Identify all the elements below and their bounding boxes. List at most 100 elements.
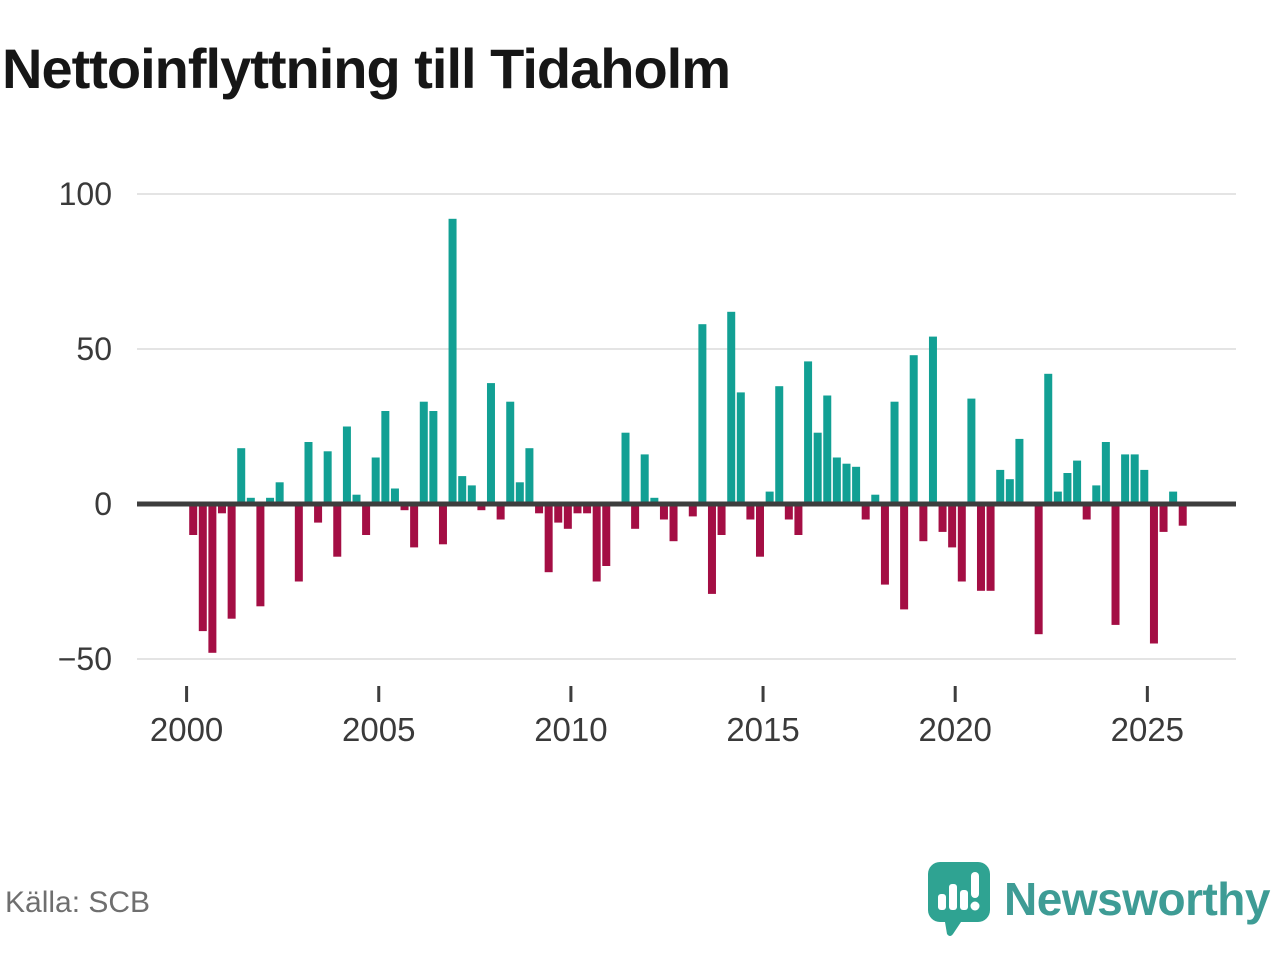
bar-2015-Q1 xyxy=(765,491,774,504)
bar-2009-Q1 xyxy=(535,504,544,514)
bar-2005-Q3 xyxy=(400,504,409,511)
bar-2007-Q4 xyxy=(486,383,495,504)
chart-title: Nettoinflyttning till Tidaholm xyxy=(2,37,731,100)
bar-2015-Q4 xyxy=(794,504,803,535)
bar-2018-Q4 xyxy=(909,355,918,504)
logo-exclamation-stem xyxy=(971,872,980,898)
bar-2019-Q2 xyxy=(928,336,937,504)
bar-2016-Q3 xyxy=(823,395,832,504)
bar-2023-Q1 xyxy=(1073,460,1082,504)
bar-2025-Q3 xyxy=(1169,491,1178,504)
bar-2001-Q1 xyxy=(227,504,236,619)
bar-2014-Q4 xyxy=(755,504,764,557)
bar-2001-Q4 xyxy=(256,504,265,607)
bar-2007-Q2 xyxy=(467,485,476,504)
bar-2010-Q1 xyxy=(573,504,582,514)
bar-2016-Q2 xyxy=(813,432,822,504)
bar-2000-Q1 xyxy=(189,504,198,535)
bar-2022-Q4 xyxy=(1063,473,1072,504)
bar-2009-Q2 xyxy=(544,504,553,573)
bar-2006-Q2 xyxy=(429,411,438,504)
x-tick-label-2010: 2010 xyxy=(534,711,607,748)
logo-bar-3 xyxy=(960,890,969,910)
newsworthy-branding: Newsworthy xyxy=(926,860,1270,938)
y-tick-label--50: −50 xyxy=(58,641,112,677)
bar-2017-Q3 xyxy=(861,504,870,520)
x-tick-label-2020: 2020 xyxy=(918,711,991,748)
bar-2008-Q4 xyxy=(525,448,534,504)
bar-2005-Q1 xyxy=(381,411,390,504)
bar-2006-Q3 xyxy=(438,504,447,545)
bar-2016-Q4 xyxy=(832,457,841,504)
bar-2001-Q2 xyxy=(237,448,246,504)
bar-2017-Q4 xyxy=(871,494,880,504)
bar-2014-Q1 xyxy=(727,311,736,504)
bar-2025-Q4 xyxy=(1178,504,1187,526)
bar-2014-Q3 xyxy=(746,504,755,520)
bar-2008-Q2 xyxy=(506,401,515,504)
bar-2012-Q3 xyxy=(669,504,678,542)
bar-2022-Q1 xyxy=(1034,504,1043,635)
bar-2013-Q2 xyxy=(698,324,707,504)
bar-2021-Q3 xyxy=(1015,438,1024,504)
bar-2009-Q3 xyxy=(554,504,563,523)
bar-2010-Q2 xyxy=(583,504,592,514)
bar-2002-Q1 xyxy=(266,497,275,504)
bar-2010-Q3 xyxy=(592,504,601,582)
bar-2005-Q2 xyxy=(390,488,399,504)
bar-2002-Q4 xyxy=(294,504,303,582)
bar-2011-Q4 xyxy=(640,454,649,504)
bar-2015-Q3 xyxy=(784,504,793,520)
logo-bar-2 xyxy=(949,884,958,910)
logo-bar-1 xyxy=(938,894,947,910)
bar-2020-Q4 xyxy=(986,504,995,591)
bar-2023-Q4 xyxy=(1101,442,1110,504)
bar-2018-Q2 xyxy=(890,401,899,504)
bar-2020-Q3 xyxy=(976,504,985,591)
bar-2011-Q2 xyxy=(621,432,630,504)
bar-2003-Q4 xyxy=(333,504,342,557)
x-tick-label-2015: 2015 xyxy=(726,711,799,748)
bar-2002-Q2 xyxy=(275,482,284,504)
bar-2004-Q4 xyxy=(371,457,380,504)
bar-2023-Q2 xyxy=(1082,504,1091,520)
bar-2021-Q1 xyxy=(996,469,1005,504)
bar-2006-Q4 xyxy=(448,218,457,505)
bar-2013-Q3 xyxy=(707,504,716,594)
bar-2011-Q3 xyxy=(631,504,640,529)
bar-2024-Q3 xyxy=(1130,454,1139,504)
bar-2024-Q2 xyxy=(1121,454,1130,504)
bar-2017-Q1 xyxy=(842,463,851,504)
bar-2005-Q4 xyxy=(410,504,419,548)
bar-2010-Q4 xyxy=(602,504,611,566)
bar-2022-Q2 xyxy=(1044,373,1053,504)
bar-2000-Q4 xyxy=(217,504,226,514)
y-tick-label-100: 100 xyxy=(59,176,112,212)
bar-2017-Q2 xyxy=(852,466,861,504)
x-tick-label-2025: 2025 xyxy=(1111,711,1184,748)
bar-2012-Q1 xyxy=(650,497,659,504)
bar-2003-Q1 xyxy=(304,442,313,504)
bar-2000-Q2 xyxy=(198,504,207,632)
y-tick-label-0: 0 xyxy=(94,486,112,522)
bar-2016-Q1 xyxy=(804,361,813,504)
bar-2018-Q3 xyxy=(900,504,909,610)
bar-2019-Q3 xyxy=(938,504,947,532)
x-tick-label-2005: 2005 xyxy=(342,711,415,748)
bar-2024-Q4 xyxy=(1140,469,1149,504)
bar-2001-Q3 xyxy=(246,497,255,504)
bar-2004-Q1 xyxy=(342,426,351,504)
bar-2022-Q3 xyxy=(1053,491,1062,504)
bar-2021-Q2 xyxy=(1005,479,1014,504)
bar-2008-Q3 xyxy=(515,482,524,504)
bar-2004-Q2 xyxy=(352,494,361,504)
bar-2019-Q4 xyxy=(948,504,957,548)
bar-2025-Q1 xyxy=(1149,504,1158,644)
newsworthy-logo-icon xyxy=(928,862,991,936)
bar-2025-Q2 xyxy=(1159,504,1168,532)
bar-2009-Q4 xyxy=(563,504,572,529)
bar-2006-Q1 xyxy=(419,401,428,504)
newsworthy-wordmark: Newsworthy xyxy=(1004,873,1270,925)
bar-2003-Q3 xyxy=(323,451,332,504)
